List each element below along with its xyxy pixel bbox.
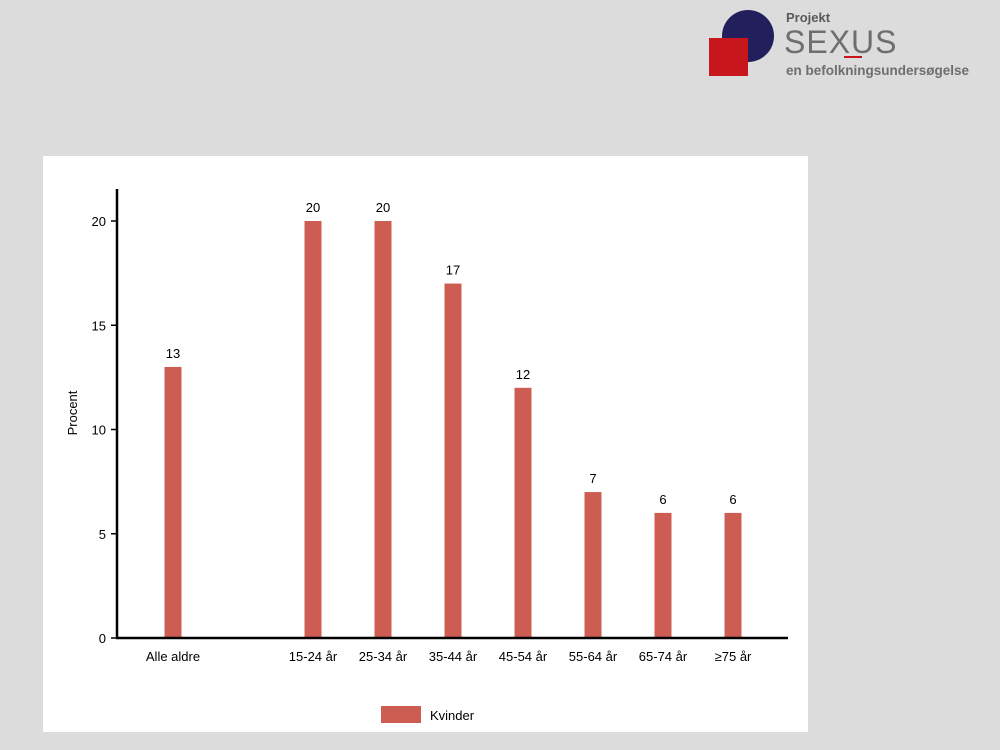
x-tick-label: 35-44 år xyxy=(429,649,478,664)
x-axis-tick-labels: Alle aldre 15-24 år 25-34 år 35-44 år 45-54 … xyxy=(146,649,752,664)
bar xyxy=(724,512,742,638)
project-logo: Projekt SEXUS en befolkningsundersøgelse xyxy=(705,8,995,83)
legend-swatch xyxy=(381,706,421,723)
logo-sexus-text: SEXUS xyxy=(784,24,898,60)
y-tick-label: 15 xyxy=(92,318,106,333)
bar-value-label: 7 xyxy=(589,471,596,486)
bar-chart: Procent 0 5 10 15 20 13 20 20 17 12 7 6 6 Alle aldr… xyxy=(65,189,788,723)
chart-panel: Procent 0 5 10 15 20 13 20 20 17 12 7 6 6 Alle aldr… xyxy=(43,156,808,732)
bar-value-label: 13 xyxy=(166,346,180,361)
logo-square-shape xyxy=(709,38,748,76)
x-tick-label: 55-64 år xyxy=(569,649,618,664)
bar xyxy=(654,512,672,638)
logo-underline xyxy=(844,56,862,58)
bar-value-label: 6 xyxy=(729,492,736,507)
bar xyxy=(374,221,392,638)
bar xyxy=(584,492,602,638)
y-tick-label: 10 xyxy=(92,423,106,438)
bar-value-label: 20 xyxy=(376,200,390,215)
y-tick-label: 20 xyxy=(92,214,106,229)
y-axis-label: Procent xyxy=(65,390,80,435)
y-tick-label: 0 xyxy=(99,631,106,646)
x-tick-label: Alle aldre xyxy=(146,649,200,664)
bar-value-label: 20 xyxy=(306,200,320,215)
x-tick-label: 25-34 år xyxy=(359,649,408,664)
y-axis-ticks: 0 5 10 15 20 xyxy=(92,214,117,646)
chart-legend: Kvinder xyxy=(381,706,475,723)
x-tick-label: 45-54 år xyxy=(499,649,548,664)
x-tick-label: ≥75 år xyxy=(715,649,752,664)
y-tick-label: 5 xyxy=(99,527,106,542)
legend-label: Kvinder xyxy=(430,708,475,723)
bar xyxy=(444,283,462,638)
bar-series: 13 20 20 17 12 7 6 6 xyxy=(164,200,742,638)
logo-projekt-text: Projekt xyxy=(786,10,831,25)
logo-subtitle: en befolkningsundersøgelse xyxy=(786,63,970,78)
bar-value-label: 17 xyxy=(446,263,460,278)
x-tick-label: 65-74 år xyxy=(639,649,688,664)
bar-value-label: 6 xyxy=(659,492,666,507)
bar xyxy=(164,366,182,638)
x-tick-label: 15-24 år xyxy=(289,649,338,664)
bar xyxy=(514,387,532,638)
bar-value-label: 12 xyxy=(516,367,530,382)
bar xyxy=(304,221,322,638)
